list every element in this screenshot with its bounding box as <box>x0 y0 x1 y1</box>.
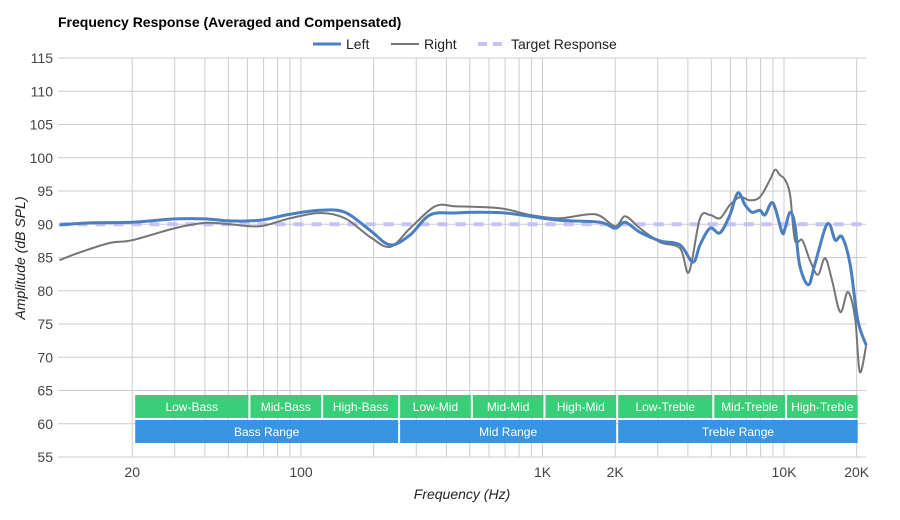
range-band-label: Low-Bass <box>165 400 218 414</box>
range-band-label: Bass Range <box>234 425 300 439</box>
x-tick-label: 10K <box>772 464 798 480</box>
range-band-label: Mid Range <box>479 425 537 439</box>
y-tick-label: 100 <box>30 150 54 166</box>
y-tick-label: 115 <box>31 50 54 66</box>
x-tick-label: 2K <box>607 464 625 480</box>
y-axis-label: Amplitude (dB SPL) <box>12 197 28 321</box>
x-axis-label: Frequency (Hz) <box>414 486 510 502</box>
y-axis-ticks: 55 60 65 70 75 80 85 90 95 100 105 110 115 <box>30 50 54 465</box>
legend: Left Right Target Response <box>313 36 617 52</box>
x-axis-ticks: 20 100 1K 2K 10K 20K <box>124 464 869 480</box>
y-tick-label: 65 <box>37 383 53 399</box>
series-line-right <box>59 168 868 374</box>
y-tick-label: 85 <box>37 250 53 266</box>
range-band <box>472 395 544 418</box>
legend-label: Left <box>346 36 369 52</box>
range-band <box>135 395 249 418</box>
range-band-label: Mid-Treble <box>721 400 778 414</box>
x-tick-label: 20K <box>844 464 870 480</box>
x-tick-label: 100 <box>289 464 313 480</box>
range-band <box>400 420 617 443</box>
y-tick-label: 60 <box>37 416 53 432</box>
x-tick-label: 1K <box>534 464 552 480</box>
y-tick-label: 95 <box>37 183 53 199</box>
x-tick-label: 20 <box>124 464 140 480</box>
y-tick-label: 55 <box>37 449 53 465</box>
range-band-label: High-Mid <box>557 400 605 414</box>
range-band-label: High-Treble <box>791 400 854 414</box>
y-tick-label: 90 <box>37 216 53 232</box>
y-tick-label: 110 <box>31 83 54 99</box>
range-band <box>787 395 858 418</box>
y-tick-label: 105 <box>30 117 54 133</box>
range-band-label: Low-Mid <box>413 400 458 414</box>
frequency-ranges: Low-Bass Mid-Bass High-Bass Low-Mid Mid-Mid H… <box>135 395 858 443</box>
y-tick-label: 75 <box>37 316 53 332</box>
chart-title: Frequency Response (Averaged and Compens… <box>58 14 401 30</box>
y-tick-label: 80 <box>37 283 53 299</box>
range-band <box>400 395 471 418</box>
range-band <box>323 395 399 418</box>
range-band <box>135 420 399 443</box>
range-band-label: Treble Range <box>702 425 775 439</box>
range-band-label: Low-Treble <box>635 400 695 414</box>
legend-label: Right <box>424 36 457 52</box>
series-lines <box>59 168 868 374</box>
range-band <box>250 395 322 418</box>
range-band-label: Mid-Bass <box>261 400 311 414</box>
series-line-left <box>59 191 868 346</box>
range-band <box>618 420 858 443</box>
gridlines <box>58 57 866 458</box>
range-band-label: High-Bass <box>333 400 388 414</box>
range-band-label: Mid-Mid <box>487 400 530 414</box>
legend-label: Target Response <box>511 36 617 52</box>
range-band <box>714 395 785 418</box>
y-tick-label: 70 <box>37 349 53 365</box>
range-band <box>618 395 713 418</box>
range-band <box>545 395 617 418</box>
